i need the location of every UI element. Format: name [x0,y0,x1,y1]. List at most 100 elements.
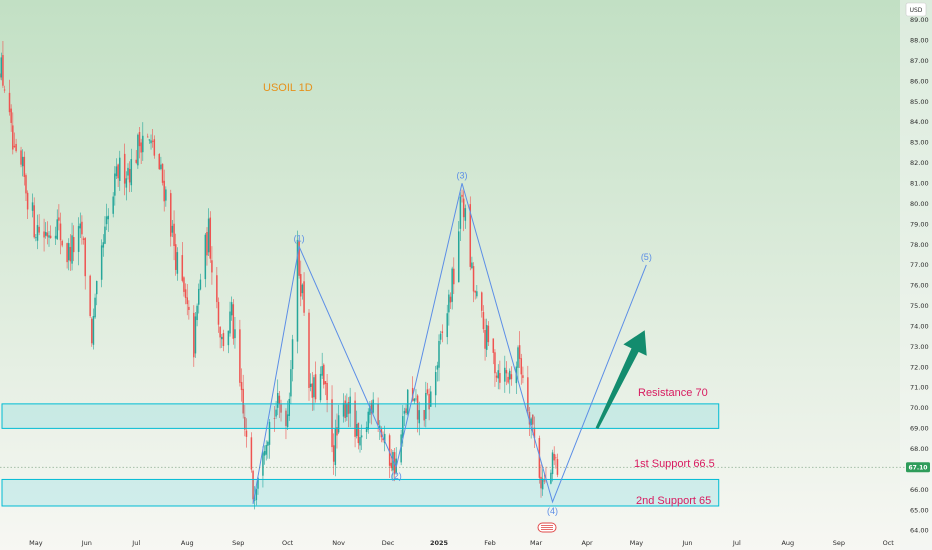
candle-body [510,374,513,380]
candle-body [326,383,328,401]
candle-body [314,374,317,400]
candle-body [324,381,327,385]
y-tick-label: 88.00 [910,37,929,45]
forecast-arrow [595,330,647,429]
candle-body [240,382,243,391]
candle-body [217,301,220,325]
price-axis-panel [900,0,932,550]
candle-body [33,205,35,238]
candle-body [553,453,555,461]
candle-body [230,302,233,316]
candle-body [494,352,496,374]
candle-body [130,159,133,186]
candle-body [487,325,490,343]
y-tick-label: 77.00 [910,261,929,269]
candle-body [499,373,501,383]
y-tick-label: 65.00 [910,506,929,514]
candle-body [430,391,432,407]
candle-body [102,242,105,248]
candle-body [26,192,29,210]
candle-body [323,364,325,385]
candle-body [390,462,393,469]
candle-body [204,234,207,280]
candle-body [481,292,483,311]
candle-body [405,408,407,413]
candle-body [541,478,544,490]
support-zone [1,478,720,507]
candle-body [31,202,34,211]
candle-body [72,237,75,253]
candle-body [92,316,95,345]
last-price-badge [906,462,930,473]
candle-body [291,339,294,370]
x-tick-label: Jun [81,539,92,547]
candle-body [288,398,291,416]
candle-body [388,435,391,466]
y-tick-label: 72.00 [910,363,929,371]
candle-body [263,451,266,456]
candle-body [517,347,519,368]
candle-body [61,240,63,246]
candle-body [280,404,282,413]
candle-body [174,244,177,270]
currency-label: USD [910,7,923,14]
candle-body [77,226,80,252]
candle-body [426,389,429,394]
x-tick-label: Oct [883,539,895,547]
candle-body [303,281,305,313]
wave-label-3: (3) [457,170,468,180]
candle-body [551,452,554,475]
candle-body [188,306,190,310]
candle-body [222,333,225,347]
candle-body [296,239,299,342]
candle-body [176,252,179,274]
candle-body [428,393,430,410]
candle-body [308,312,310,388]
candle-body [244,416,246,430]
x-tick-label: Nov [332,539,345,547]
candle-body [265,445,267,455]
y-tick-label: 66.00 [910,486,929,494]
candle-body [216,275,218,303]
candle-body [84,238,86,277]
candle-body [527,377,529,412]
y-tick-label: 79.00 [910,220,929,228]
y-tick-label: 87.00 [910,57,929,65]
candle-body [229,311,231,334]
support-2-label: 2nd Support 65 [636,495,711,507]
candle-body [268,421,271,445]
candle-body [354,400,356,437]
candle-body [227,330,230,346]
candle-body [476,291,478,297]
x-tick-label: Jun [681,539,692,547]
candle-body [300,274,302,297]
candle-body [434,372,437,396]
candle-body [49,235,52,239]
candle-body [418,410,420,424]
candle-body [382,438,384,441]
candle-body [518,345,521,359]
candle-body [298,241,300,276]
candle-body [406,389,409,415]
candle-body [469,204,472,267]
candle-body [158,154,161,170]
candle-body [533,427,536,439]
candle-body [242,388,244,414]
candle-body [94,297,96,318]
candle-body [173,223,175,246]
y-tick-label: 82.00 [910,159,929,167]
candle-body [370,402,373,414]
y-tick-label: 85.00 [910,98,929,106]
candle-body [115,166,118,177]
candle-body [462,198,465,218]
candle-body [68,243,70,261]
candle-body [171,225,174,233]
candle-body [137,134,139,166]
candle-body [234,329,236,339]
candle-body [211,260,213,273]
candle-body [125,178,128,188]
x-tick-label: Feb [484,539,496,547]
candle-body [461,194,463,197]
